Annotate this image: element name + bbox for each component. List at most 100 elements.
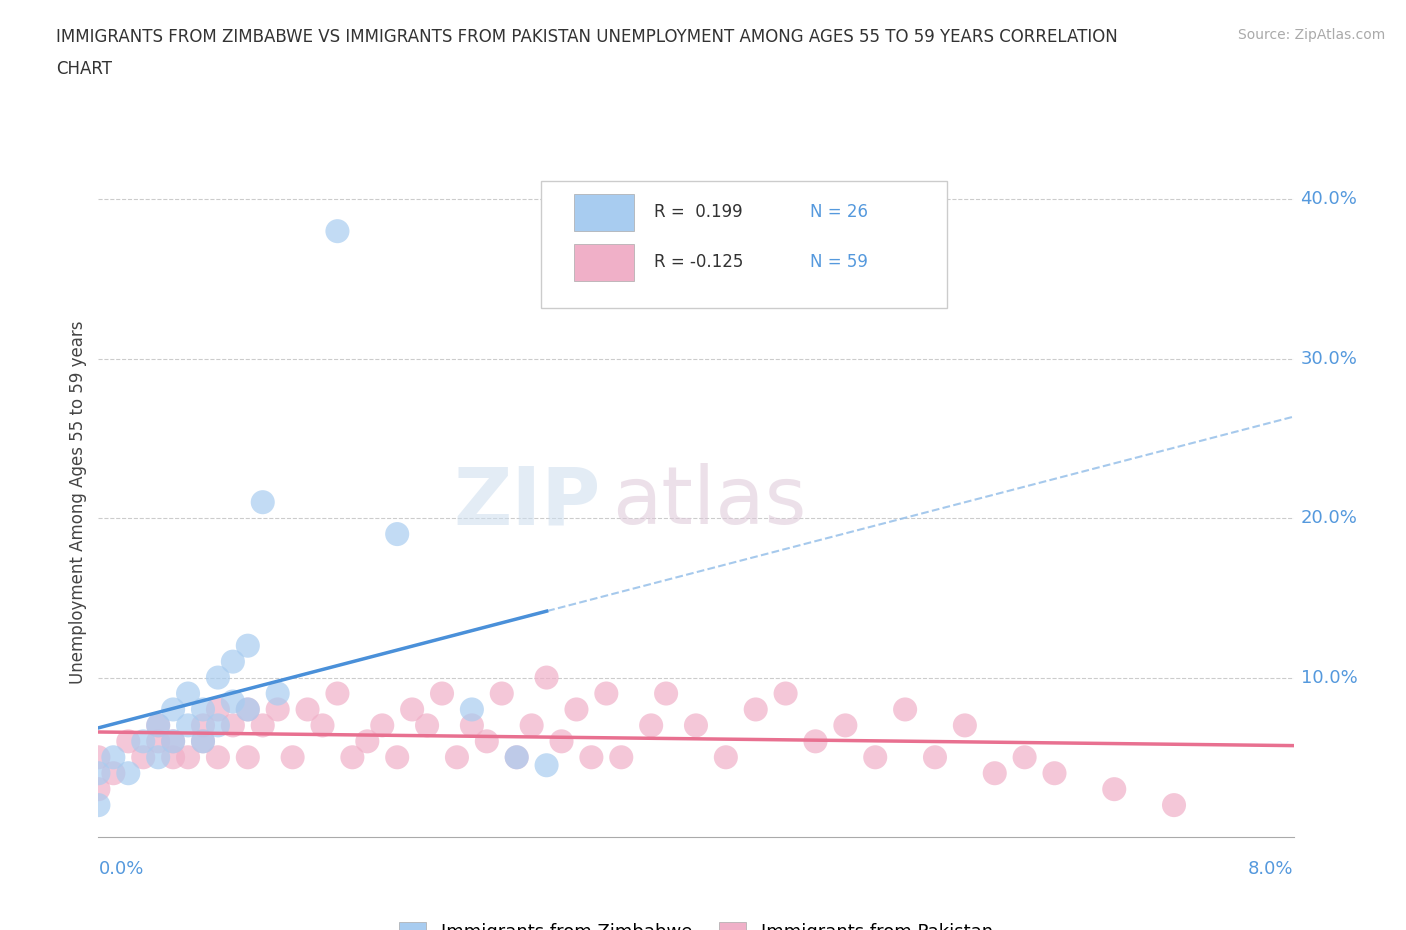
Point xyxy=(595,686,617,701)
Point xyxy=(207,750,229,764)
Point xyxy=(581,750,603,764)
Point xyxy=(804,734,827,749)
Point xyxy=(326,686,349,701)
Point xyxy=(177,686,200,701)
Text: IMMIGRANTS FROM ZIMBABWE VS IMMIGRANTS FROM PAKISTAN UNEMPLOYMENT AMONG AGES 55 : IMMIGRANTS FROM ZIMBABWE VS IMMIGRANTS F… xyxy=(56,28,1118,46)
Point xyxy=(461,718,484,733)
Point xyxy=(252,718,274,733)
Point xyxy=(924,750,946,764)
Point xyxy=(536,758,558,773)
Point xyxy=(132,734,155,749)
Point xyxy=(1102,782,1125,797)
Point xyxy=(1014,750,1036,764)
Point xyxy=(983,765,1005,780)
Point xyxy=(207,718,229,733)
Point xyxy=(311,718,333,733)
Point xyxy=(385,526,409,541)
Point xyxy=(610,750,633,764)
Point xyxy=(222,718,245,733)
Point xyxy=(267,702,290,717)
Point xyxy=(655,686,678,701)
Point xyxy=(236,638,259,653)
Point xyxy=(297,702,319,717)
Point xyxy=(162,702,184,717)
Text: 30.0%: 30.0% xyxy=(1301,350,1357,367)
Point xyxy=(326,224,349,239)
Text: 8.0%: 8.0% xyxy=(1249,860,1294,878)
Point xyxy=(87,765,110,780)
Point xyxy=(1163,798,1185,813)
Text: 20.0%: 20.0% xyxy=(1301,509,1357,527)
Text: R = -0.125: R = -0.125 xyxy=(654,253,744,272)
Point xyxy=(222,694,245,709)
Text: N = 59: N = 59 xyxy=(810,253,868,272)
Text: Source: ZipAtlas.com: Source: ZipAtlas.com xyxy=(1237,28,1385,42)
Point xyxy=(132,750,155,764)
Point xyxy=(148,718,170,733)
Text: R =  0.199: R = 0.199 xyxy=(654,204,742,221)
Point xyxy=(191,702,214,717)
Point xyxy=(191,734,214,749)
Point xyxy=(281,750,304,764)
Text: N = 26: N = 26 xyxy=(810,204,868,221)
FancyBboxPatch shape xyxy=(574,194,634,231)
Point xyxy=(162,734,184,749)
Text: atlas: atlas xyxy=(612,463,807,541)
Point xyxy=(714,750,737,764)
Point xyxy=(236,750,259,764)
Point xyxy=(953,718,976,733)
Point xyxy=(191,718,214,733)
Point xyxy=(148,750,170,764)
Point xyxy=(267,686,290,701)
Point xyxy=(252,495,274,510)
Point xyxy=(834,718,856,733)
Point xyxy=(236,702,259,717)
Point xyxy=(177,750,200,764)
Point xyxy=(162,750,184,764)
Point xyxy=(894,702,917,717)
Point xyxy=(177,718,200,733)
Point xyxy=(506,750,529,764)
Point xyxy=(87,782,110,797)
Point xyxy=(356,734,378,749)
Text: CHART: CHART xyxy=(56,60,112,78)
Point xyxy=(342,750,364,764)
Text: 0.0%: 0.0% xyxy=(98,860,143,878)
Text: ZIP: ZIP xyxy=(453,463,600,541)
Point xyxy=(87,798,110,813)
Legend: Immigrants from Zimbabwe, Immigrants from Pakistan: Immigrants from Zimbabwe, Immigrants fro… xyxy=(392,915,1000,930)
Point xyxy=(207,702,229,717)
Point xyxy=(520,718,543,733)
Point xyxy=(117,734,139,749)
Point xyxy=(536,671,558,685)
Point xyxy=(475,734,498,749)
Point xyxy=(191,734,214,749)
Point xyxy=(385,750,409,764)
Point xyxy=(550,734,572,749)
Point xyxy=(491,686,513,701)
Point xyxy=(148,718,170,733)
FancyBboxPatch shape xyxy=(574,244,634,281)
Point xyxy=(775,686,797,701)
Point xyxy=(103,765,125,780)
Point xyxy=(745,702,768,717)
Point xyxy=(461,702,484,717)
Point xyxy=(1043,765,1066,780)
Point xyxy=(401,702,423,717)
Point xyxy=(685,718,707,733)
Point xyxy=(162,734,184,749)
Point xyxy=(222,654,245,669)
Point xyxy=(640,718,662,733)
Point xyxy=(103,750,125,764)
Point xyxy=(87,750,110,764)
Text: 40.0%: 40.0% xyxy=(1301,191,1357,208)
Point xyxy=(430,686,453,701)
Point xyxy=(416,718,439,733)
Point xyxy=(117,765,139,780)
Point xyxy=(371,718,394,733)
Point xyxy=(446,750,468,764)
Point xyxy=(506,750,529,764)
Y-axis label: Unemployment Among Ages 55 to 59 years: Unemployment Among Ages 55 to 59 years xyxy=(69,321,87,684)
Text: 10.0%: 10.0% xyxy=(1301,669,1357,686)
Point xyxy=(207,671,229,685)
